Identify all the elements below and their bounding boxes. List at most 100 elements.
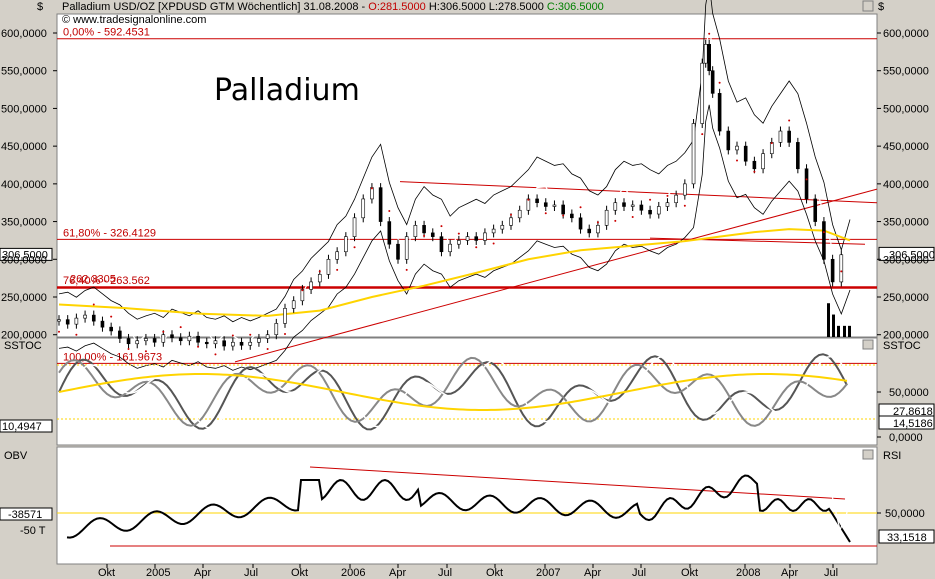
candle-body [361,198,366,219]
candle-body [222,340,226,347]
currency-right: $ [878,1,884,13]
rsi-tick-label: 50,0000 [885,508,925,520]
candle-body [196,335,200,343]
candle-body [509,217,513,226]
candle-body [839,254,844,283]
sar-dot [440,225,443,228]
candle-body [135,340,140,345]
candle-body [656,206,661,215]
last-price-label: 306,5000 [889,249,935,261]
sstoc-value-box-2 [878,415,935,430]
currency-left: $ [37,1,43,13]
candle-body [596,225,600,234]
sar-dot [405,268,408,271]
fib-label: 61,80% - 326.4129 [63,227,156,239]
fib-label: 0,00% - 592.4531 [63,27,150,39]
candle-body [204,341,209,345]
y-tick-label-left: 200,0000 [1,330,47,342]
sstoc-value-1: 27,8618 [893,406,933,418]
sstoc-yellow-line [58,373,848,412]
panel-close-icon[interactable] [862,0,874,12]
volume-bar [848,325,851,337]
y-tick-label-right: 200,0000 [883,330,929,342]
y-tick-label-left: 450,0000 [1,141,47,153]
y-tick-label-left: 600,0000 [1,28,47,40]
x-tick-label: 2008 [736,567,760,579]
candle-body [457,240,461,245]
x-tick-label: Okt [486,567,503,579]
candle-body [691,123,696,185]
candle-body [283,308,287,324]
candle-body [257,338,261,343]
candle-body [309,281,313,290]
candle-body [804,168,809,200]
support-label: 262.3305 [70,274,116,286]
candle-body [535,198,539,204]
candle-body [639,204,644,211]
x-tick-label: 2005 [146,567,170,579]
sar-dot [214,353,217,356]
candle-body [683,183,687,196]
candle-body [707,44,711,72]
x-tick-label: Jul [824,567,838,579]
sar-dot [840,270,843,273]
candle-body [396,243,400,260]
header-open: O:281.5000 [368,1,426,13]
sstoc-white-line [58,355,848,429]
sar-dot [805,178,808,181]
candle-body [152,338,157,343]
candle-body [735,145,739,151]
x-tick-label: Okt [291,567,308,579]
candle-body [109,326,113,332]
sar-dot [596,221,599,224]
candle-body [787,130,791,143]
x-tick-label: Jul [632,567,646,579]
candle-body [231,341,235,347]
sar-dot [353,246,356,249]
x-tick-label: Jul [438,567,452,579]
sar-dot [527,198,530,201]
candle-body [352,217,357,237]
sar-dot [110,315,113,318]
candle-body [422,225,426,234]
sar-dot [179,326,182,329]
obv-close-icon[interactable] [862,449,874,460]
y-tick-label-right: 350,0000 [883,217,929,229]
candle-body [265,334,270,339]
sstoc-close-icon[interactable] [862,339,874,350]
sar-dot [423,234,426,237]
sar-dot [92,303,95,306]
candle-body [491,228,496,234]
sar-dot [75,333,78,336]
sar-dot [649,198,652,201]
x-tick-label: Jul [244,567,258,579]
sstoc-tick-label: 0,0000 [889,432,923,444]
y-tick-label-right: 450,0000 [883,141,929,153]
bollinger-lower [58,104,851,371]
chart-big-title: Palladium [214,73,360,108]
candle-body [543,202,548,207]
candle-body [796,142,800,170]
candle-body [118,330,122,339]
candle-body [517,209,522,219]
sar-dot [562,214,565,217]
candle-body [378,187,383,222]
y-tick-label-left: 400,0000 [1,179,47,191]
candle-body [161,334,166,343]
y-tick-label-right: 300,0000 [883,254,929,266]
candle-body [274,323,279,336]
sma-line [58,228,851,317]
header-low: L:278.5000 [489,1,544,13]
sar-dot [197,345,200,348]
obv-trend-line [309,466,846,500]
candle-body [578,217,583,230]
candle-body [57,319,61,322]
sar-dot [770,142,773,145]
rsi-label-right: RSI [883,450,901,462]
sar-dot [544,212,547,215]
candle-body [448,243,452,253]
candle-body [239,341,244,346]
sar-dot [301,289,304,292]
x-tick-label: 2007 [536,567,560,579]
